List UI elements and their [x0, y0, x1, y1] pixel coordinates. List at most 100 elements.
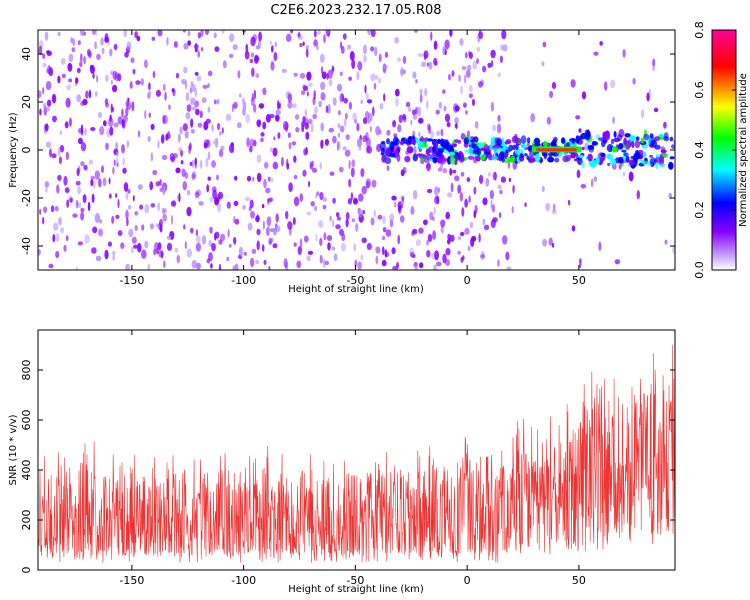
spectrogram-cell: [459, 231, 465, 237]
spectrogram-cell: [216, 98, 220, 105]
spectrogram-cell: [98, 178, 102, 188]
spectrogram-cell: [216, 174, 219, 181]
spectrogram-cell: [326, 235, 333, 241]
spectrogram-cell: [336, 216, 342, 221]
spectrogram-cell: [331, 219, 335, 228]
spectrogram-cell: [370, 217, 375, 226]
spectrogram-cell: [209, 196, 214, 203]
spectrogram-cell: [431, 216, 435, 221]
spectrogram-cell: [423, 50, 429, 59]
spectrogram-cell: [649, 154, 653, 158]
spectrogram-cell: [55, 251, 60, 259]
spectrogram-cell: [320, 122, 325, 132]
spectrogram-cell: [358, 146, 362, 151]
spectrogram-cell: [322, 197, 328, 202]
spectrogram-cell: [668, 161, 674, 170]
spectrogram-cell: [190, 118, 194, 128]
spectrogram-cell: [472, 98, 475, 107]
spectrogram-cell: [504, 149, 511, 153]
spectrogram-cell: [599, 41, 603, 46]
spectrogram-cell: [348, 76, 352, 81]
spectrogram-cell: [42, 87, 45, 95]
spectrogram-cell: [186, 206, 192, 217]
spectrogram-cell: [233, 236, 237, 245]
y-tick-label: -40: [20, 237, 33, 255]
spectrogram-cell: [222, 60, 227, 69]
spectrogram-cell: [166, 36, 169, 46]
spectrogram-cell: [348, 178, 352, 188]
spectrogram-cell: [80, 161, 85, 167]
spectrogram-cell: [140, 78, 144, 86]
spectrogram-cell: [382, 227, 387, 233]
spectrogram-cell: [144, 240, 149, 249]
spectrogram-cell: [126, 217, 129, 227]
spectrogram-cell: [534, 143, 540, 147]
spectrogram-cell: [377, 214, 383, 220]
spectrogram-cell: [552, 242, 555, 248]
spectrogram-cell: [165, 133, 169, 141]
spectrogram-cell: [128, 228, 134, 238]
spectrogram-cell: [252, 176, 255, 182]
spectrogram-cell: [220, 233, 226, 242]
spectrogram-cell: [261, 204, 265, 209]
spectrogram-cell: [131, 246, 134, 254]
spectrogram-cell: [640, 137, 645, 144]
spectrogram-cell: [188, 144, 191, 155]
spectrogram-cell: [43, 206, 48, 213]
spectrogram-cell: [587, 144, 595, 150]
spectrogram-cell: [365, 184, 369, 189]
spectrogram-cell: [343, 118, 347, 128]
spectrogram-cell: [200, 47, 204, 52]
spectrogram-cell: [394, 88, 400, 97]
spectrogram-cell: [593, 51, 599, 56]
spectrogram-cell: [258, 103, 265, 109]
spectrogram-cell: [352, 112, 357, 121]
spectrogram-cell: [589, 162, 597, 168]
spectrogram-cell: [618, 156, 624, 164]
spectrogram-cell: [343, 97, 349, 104]
spectrogram-cell: [132, 195, 135, 202]
spectrogram-cell: [437, 196, 440, 205]
spectrogram-cell: [75, 267, 79, 270]
spectrogram-cell: [71, 47, 76, 53]
spectrogram-cell: [360, 254, 364, 261]
spectrogram-cell: [92, 226, 98, 234]
spectrogram-cell: [292, 217, 296, 226]
spectrogram-cell: [350, 192, 354, 201]
spectrogram-cell: [89, 64, 93, 71]
spectrogram-cell: [314, 106, 318, 114]
spectrogram-cell: [445, 211, 451, 220]
spectrogram-cell: [308, 180, 311, 188]
spectrogram-cell: [305, 45, 309, 51]
spectrogram-cell: [505, 139, 512, 145]
spectrogram-cell: [397, 124, 402, 133]
spectrogram-cell: [370, 30, 376, 38]
spectrogram-cell: [575, 135, 580, 144]
spectrogram-cell: [503, 151, 508, 159]
spectrogram-cell: [643, 133, 650, 141]
spectrogram-cell: [125, 192, 129, 200]
spectrogram-cell: [452, 143, 457, 148]
spectrogram-cell: [283, 258, 288, 268]
spectrogram-cell: [299, 238, 303, 248]
spectrogram-cell: [581, 91, 587, 100]
spectrogram-cell: [316, 44, 319, 51]
spectrogram-cell: [63, 244, 67, 252]
spectrogram-cell: [227, 229, 230, 238]
spectrogram-cell: [469, 139, 476, 143]
spectrogram-cell: [375, 255, 379, 265]
spectrogram-cell: [152, 70, 156, 79]
spectrogram-cell: [202, 84, 208, 89]
spectrogram-cell: [101, 165, 104, 174]
spectrogram-cell: [319, 53, 325, 63]
spectrogram-cell: [424, 87, 428, 97]
spectrogram-cell: [270, 62, 275, 71]
spectrogram-cell: [302, 41, 305, 46]
spectrogram-cell: [293, 174, 298, 180]
spectrogram-cell: [151, 36, 156, 41]
spectrogram-cell: [355, 222, 359, 232]
spectrogram-cell: [315, 233, 318, 242]
spectrogram-cell: [464, 227, 470, 235]
x-tick-label: 0: [464, 574, 471, 587]
spectrogram-cell: [461, 66, 467, 71]
